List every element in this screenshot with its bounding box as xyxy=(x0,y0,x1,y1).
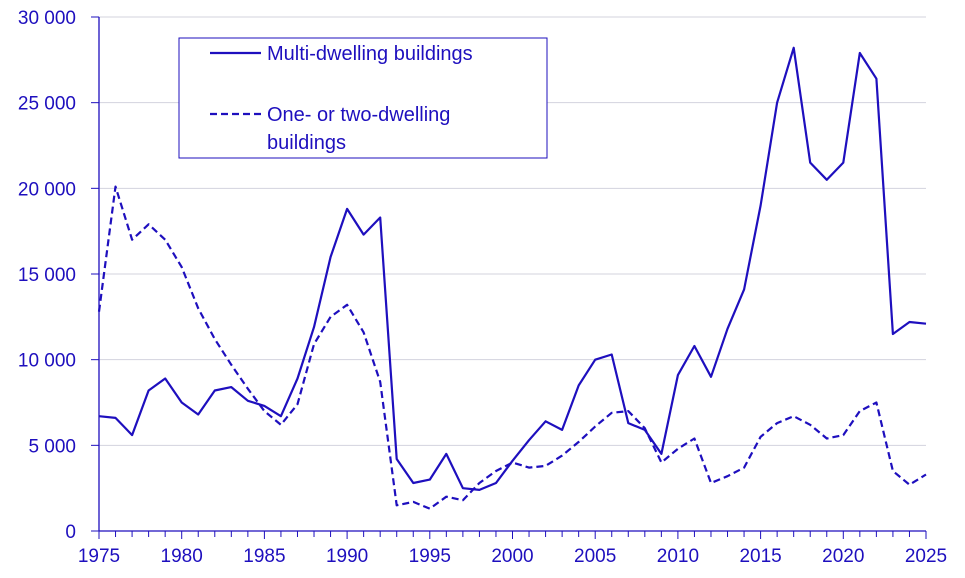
x-tick-label: 2025 xyxy=(905,546,947,567)
x-tick-label: 1985 xyxy=(243,546,285,567)
y-tick-label: 0 xyxy=(65,522,76,543)
x-tick-label: 1975 xyxy=(78,546,120,567)
legend-label-multi-dwelling: Multi-dwelling buildings xyxy=(267,43,473,65)
x-tick-label: 1995 xyxy=(409,546,451,567)
x-tick-label: 1980 xyxy=(161,546,203,567)
series-line-multi-dwelling xyxy=(98,46,927,491)
x-tick-label: 1990 xyxy=(326,546,368,567)
legend-label-one-two-dwelling-line2: buildings xyxy=(267,132,346,154)
legend-box xyxy=(178,37,548,159)
x-tick-label: 2010 xyxy=(657,546,699,567)
y-tick-label: 15 000 xyxy=(18,265,76,286)
axes: 0 5 000 10 000 15 000 20 000 25 000 30 000 1975… xyxy=(18,8,947,567)
x-tick-label: 2020 xyxy=(822,546,864,567)
series-line-one-two-dwelling xyxy=(97,185,927,510)
y-tick-label: 10 000 xyxy=(18,351,76,372)
legend-label-one-two-dwelling-line1: One- or two-dwelling xyxy=(267,104,450,126)
y-tick-label: 25 000 xyxy=(18,94,76,115)
x-tick-label: 2000 xyxy=(491,546,533,567)
x-tick-label: 2005 xyxy=(574,546,616,567)
y-tick-label: 20 000 xyxy=(18,179,76,200)
legend: Multi-dwelling buildings One- or two-dwe… xyxy=(178,37,548,159)
series-lines xyxy=(97,46,927,510)
y-tick-label: 5 000 xyxy=(28,436,76,457)
x-tick-label: 2015 xyxy=(739,546,781,567)
y-tick-label: 30 000 xyxy=(18,8,76,29)
